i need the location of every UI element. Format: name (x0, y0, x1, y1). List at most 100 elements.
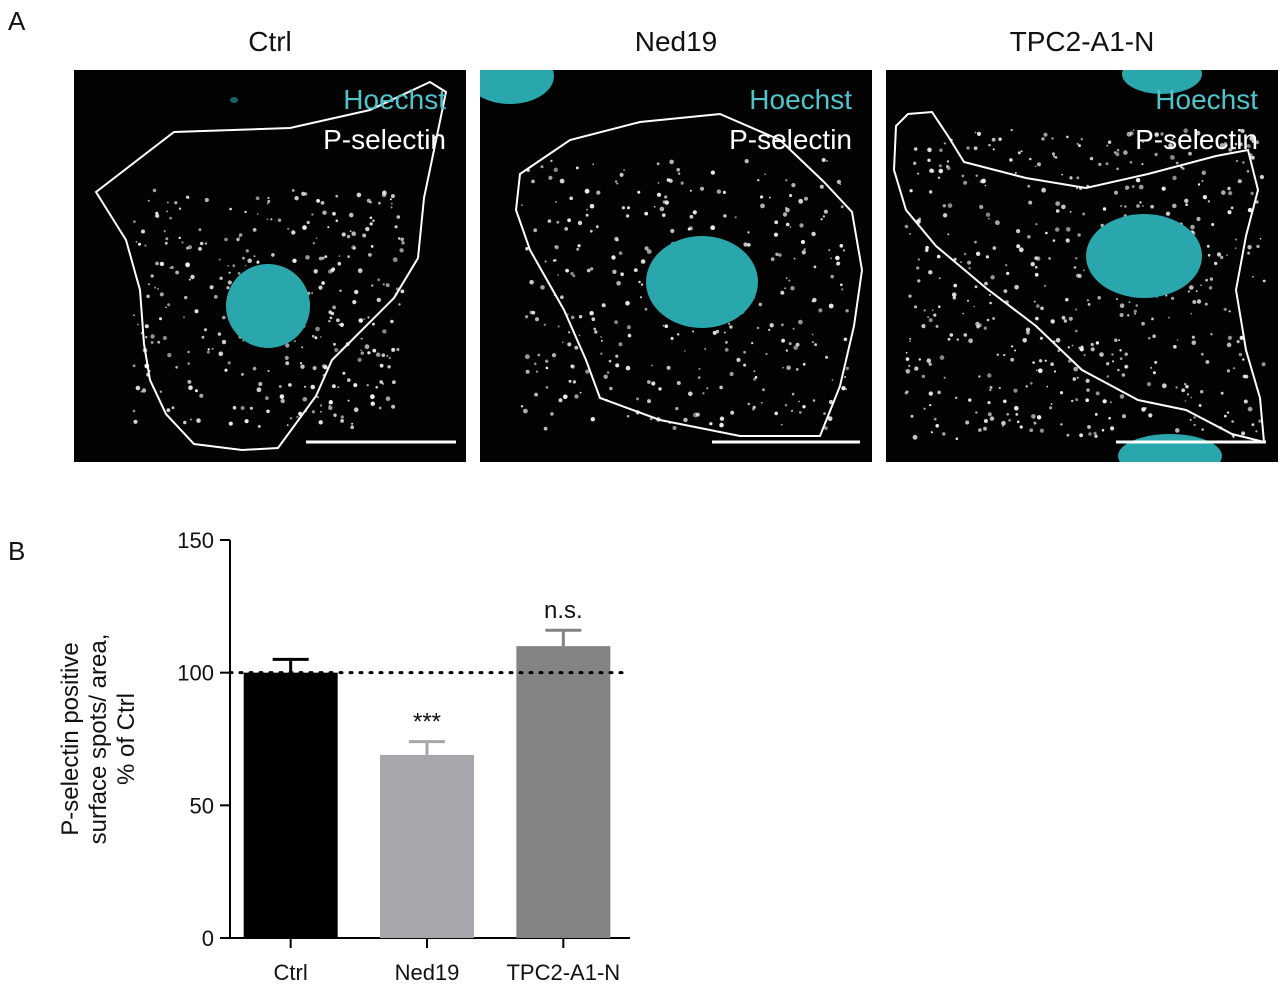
p-selectin-spot (1055, 338, 1061, 343)
p-selectin-spot (1003, 289, 1008, 293)
p-selectin-spot (600, 352, 603, 355)
p-selectin-spot (1154, 360, 1158, 364)
p-selectin-spot (1034, 165, 1037, 168)
p-selectin-spot (1044, 284, 1046, 287)
p-selectin-spot (242, 339, 245, 342)
p-selectin-spot (306, 220, 310, 225)
p-selectin-spot (291, 189, 295, 192)
p-selectin-spot (1133, 309, 1137, 313)
p-selectin-spot (1154, 152, 1158, 157)
p-selectin-spot (1249, 136, 1255, 141)
p-selectin-spot (1223, 142, 1228, 146)
p-selectin-spot (1069, 176, 1073, 180)
p-selectin-spot (719, 416, 725, 421)
p-selectin-spot (1133, 312, 1137, 315)
p-selectin-spot (1129, 131, 1134, 136)
p-selectin-spot (239, 233, 243, 237)
p-selectin-spot (557, 274, 560, 276)
p-selectin-spot (781, 338, 785, 343)
p-selectin-spot (839, 244, 844, 248)
p-selectin-spot (280, 398, 285, 404)
p-selectin-spot (585, 213, 589, 217)
p-selectin-spot (548, 175, 553, 180)
p-selectin-spot (651, 381, 656, 386)
p-selectin-spot (265, 396, 269, 400)
p-selectin-spot (1033, 300, 1036, 303)
p-selectin-spot (923, 407, 926, 410)
p-selectin-spot (1211, 223, 1215, 226)
p-selectin-spot (601, 303, 606, 308)
micrograph-ned19-image (480, 70, 864, 444)
p-selectin-spot (141, 229, 145, 234)
p-selectin-spot (1227, 186, 1231, 191)
p-selectin-spot (929, 404, 932, 407)
p-selectin-spot (224, 368, 228, 372)
p-selectin-spot (547, 219, 552, 223)
p-selectin-spot (1072, 377, 1077, 381)
p-selectin-spot (198, 247, 202, 251)
p-selectin-spot (618, 342, 623, 347)
p-selectin-spot (531, 310, 536, 315)
p-selectin-spot (974, 240, 977, 244)
p-selectin-spot (938, 164, 942, 168)
p-selectin-spot (267, 196, 270, 199)
p-selectin-spot (1119, 303, 1125, 308)
p-selectin-spot (600, 336, 602, 338)
p-selectin-spot (923, 309, 926, 312)
p-selectin-spot (1116, 148, 1120, 152)
p-selectin-spot (347, 399, 350, 402)
p-selectin-spot (1098, 162, 1102, 167)
p-selectin-spot (1095, 391, 1100, 396)
p-selectin-spot (698, 367, 701, 370)
error-bar (409, 740, 445, 755)
p-selectin-spot (988, 144, 991, 147)
p-selectin-spot (1055, 227, 1060, 232)
p-selectin-spot (349, 230, 352, 233)
p-selectin-spot (244, 264, 247, 267)
p-selectin-spot (150, 274, 154, 278)
p-selectin-spot (955, 437, 959, 441)
p-selectin-spot (1228, 191, 1233, 196)
p-selectin-spot (626, 325, 631, 330)
p-selectin-spot (1003, 400, 1006, 403)
p-selectin-spot (609, 386, 613, 391)
p-selectin-spot (226, 286, 230, 290)
p-selectin-spot (271, 253, 275, 257)
p-selectin-spot (1041, 137, 1045, 141)
p-selectin-spot (773, 232, 779, 237)
p-selectin-spot (933, 417, 937, 421)
p-selectin-spot (1013, 388, 1018, 393)
p-selectin-spot (398, 303, 401, 306)
p-selectin-spot (1055, 209, 1060, 213)
p-selectin-spot (909, 233, 911, 235)
p-selectin-spot (257, 424, 261, 428)
p-selectin-spot (569, 196, 573, 201)
p-selectin-spot (570, 272, 574, 276)
p-selectin-spot (710, 225, 716, 231)
p-selectin-spot (1061, 204, 1066, 210)
p-selectin-spot (535, 317, 539, 322)
p-selectin-spot (178, 236, 181, 240)
p-selectin-spot (311, 334, 315, 338)
p-selectin-spot (521, 204, 523, 207)
p-selectin-spot (316, 199, 320, 203)
p-selectin-spot (1210, 333, 1213, 336)
y-tick-label: 0 (202, 926, 214, 951)
p-selectin-spot (931, 309, 934, 312)
p-selectin-spot (917, 258, 920, 261)
p-selectin-spot (351, 245, 356, 250)
p-selectin-spot (324, 255, 328, 258)
p-selectin-spot (133, 220, 136, 224)
p-selectin-spot (236, 237, 240, 242)
p-selectin-spot (917, 279, 921, 283)
p-selectin-spot (828, 303, 834, 309)
p-selectin-spot (1223, 307, 1227, 311)
p-selectin-spot (1087, 425, 1091, 429)
p-selectin-spot (1016, 420, 1020, 424)
p-selectin-spot (266, 202, 269, 205)
p-selectin-spot (1119, 394, 1125, 399)
p-selectin-spot (938, 176, 941, 179)
nucleus (226, 264, 310, 348)
p-selectin-spot (400, 237, 405, 242)
p-selectin-spot (1071, 344, 1074, 347)
